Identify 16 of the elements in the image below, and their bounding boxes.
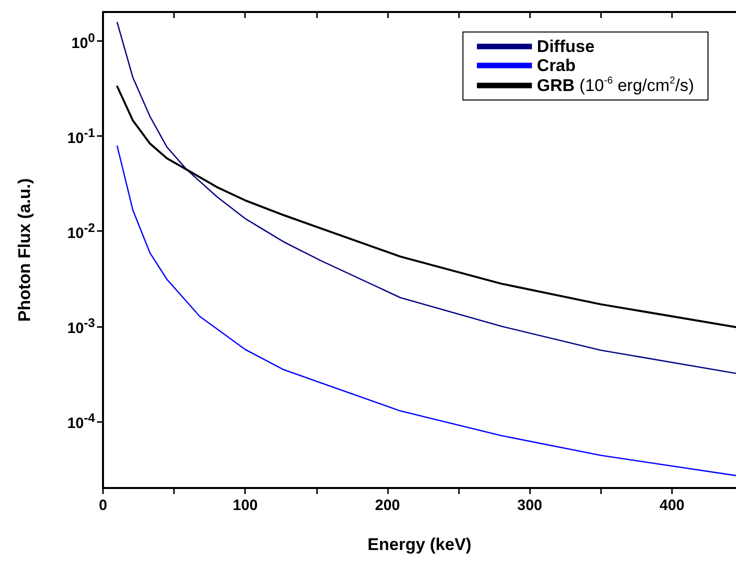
y-axis-title: Photon Flux (a.u.) [15, 178, 34, 322]
x-tick-label: 0 [98, 497, 108, 514]
x-tick-label: 200 [374, 497, 400, 514]
x-tick-label: 300 [517, 497, 542, 514]
line-series [116, 145, 736, 476]
legend-label: Diffuse [536, 37, 595, 56]
y-tick-label: 10$^{-1}$ [67, 126, 95, 147]
line-series [116, 22, 736, 374]
x-axis-title: Energy (keV) [368, 535, 472, 554]
x-tick-label: 100 [232, 497, 258, 514]
y-tick-label: 10$^{0}$ [71, 30, 95, 52]
y-tick-label: 10$^{-4}$ [67, 411, 95, 432]
legend-label: Crab [536, 56, 576, 75]
y-tick-label: 10$^{-3}$ [67, 316, 95, 338]
x-tick-label: 400 [659, 497, 685, 514]
y-tick-label: 10$^{-2}$ [67, 221, 95, 242]
